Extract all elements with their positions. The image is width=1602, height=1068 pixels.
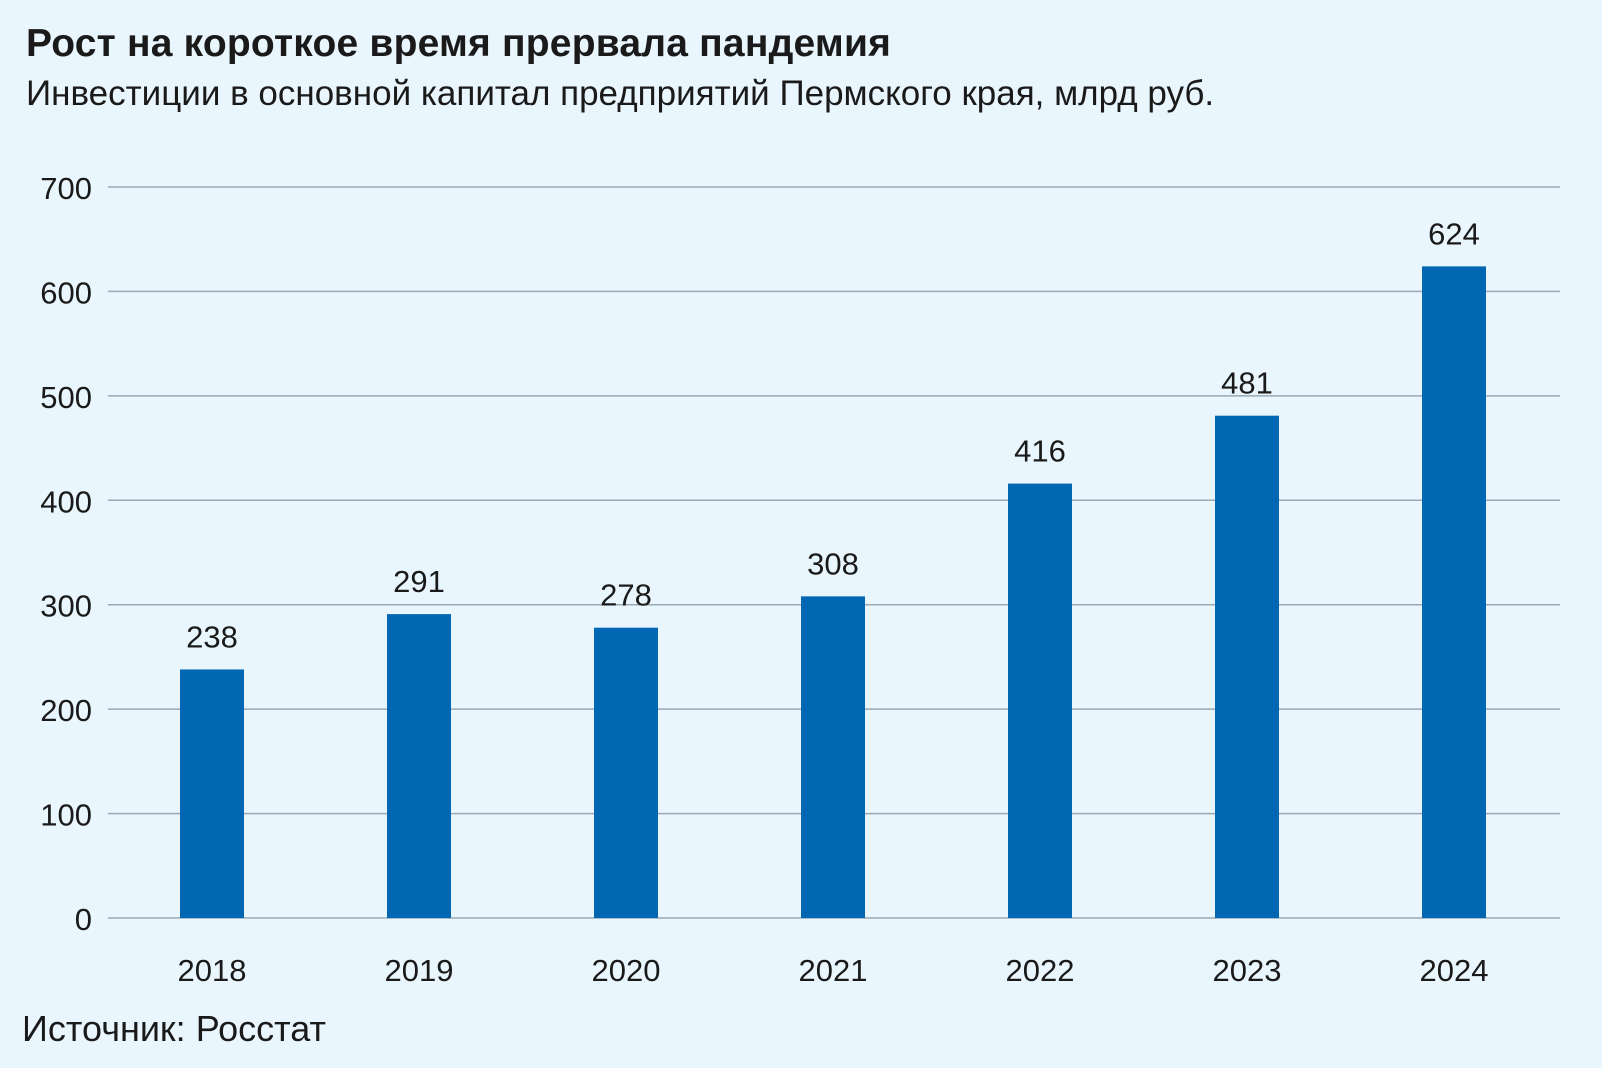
x-tick-label: 2018 [178,953,247,988]
bar-2024 [1422,266,1486,918]
bar-value-label: 238 [186,619,238,654]
y-tick-label: 600 [40,275,92,310]
y-tick-label: 100 [40,798,92,833]
y-tick-label: 200 [40,693,92,728]
bar-value-label: 624 [1428,216,1480,251]
x-tick-label: 2024 [1420,953,1489,988]
bar-value-label: 308 [807,546,859,581]
bar-value-label: 278 [600,578,652,613]
chart-subtitle: Инвестиции в основной капитал предприяти… [26,74,1215,113]
y-tick-label: 300 [40,589,92,624]
bar-value-label: 416 [1014,434,1066,469]
bar-2020 [594,627,658,918]
y-tick-label: 500 [40,380,92,415]
bar-value-labels: 238 291 278 308 416 481 624 [186,216,1480,654]
y-tick-label: 400 [40,484,92,519]
x-tick-label: 2021 [799,953,868,988]
bar-2023 [1215,415,1279,918]
bar-2018 [180,669,244,918]
y-tick-label: 0 [75,902,92,937]
x-tick-label: 2020 [592,953,661,988]
source-note: Источник: Росстат [22,1008,326,1049]
x-tick-label: 2019 [385,953,454,988]
bar-2021 [801,596,865,918]
bar-2019 [387,614,451,918]
bar-value-label: 481 [1221,366,1273,401]
bars [180,266,1486,918]
y-tick-label: 700 [40,171,92,206]
bar-value-label: 291 [393,564,445,599]
x-tick-label: 2022 [1006,953,1075,988]
x-axis-tick-labels: 2018 2019 2020 2021 2022 2023 2024 [178,953,1489,988]
y-axis-tick-labels: 0 100 200 300 400 500 600 700 [40,171,92,937]
x-tick-label: 2023 [1213,953,1282,988]
bar-2022 [1008,483,1072,918]
chart-title: Рост на короткое время прервала пандемия [26,22,892,65]
